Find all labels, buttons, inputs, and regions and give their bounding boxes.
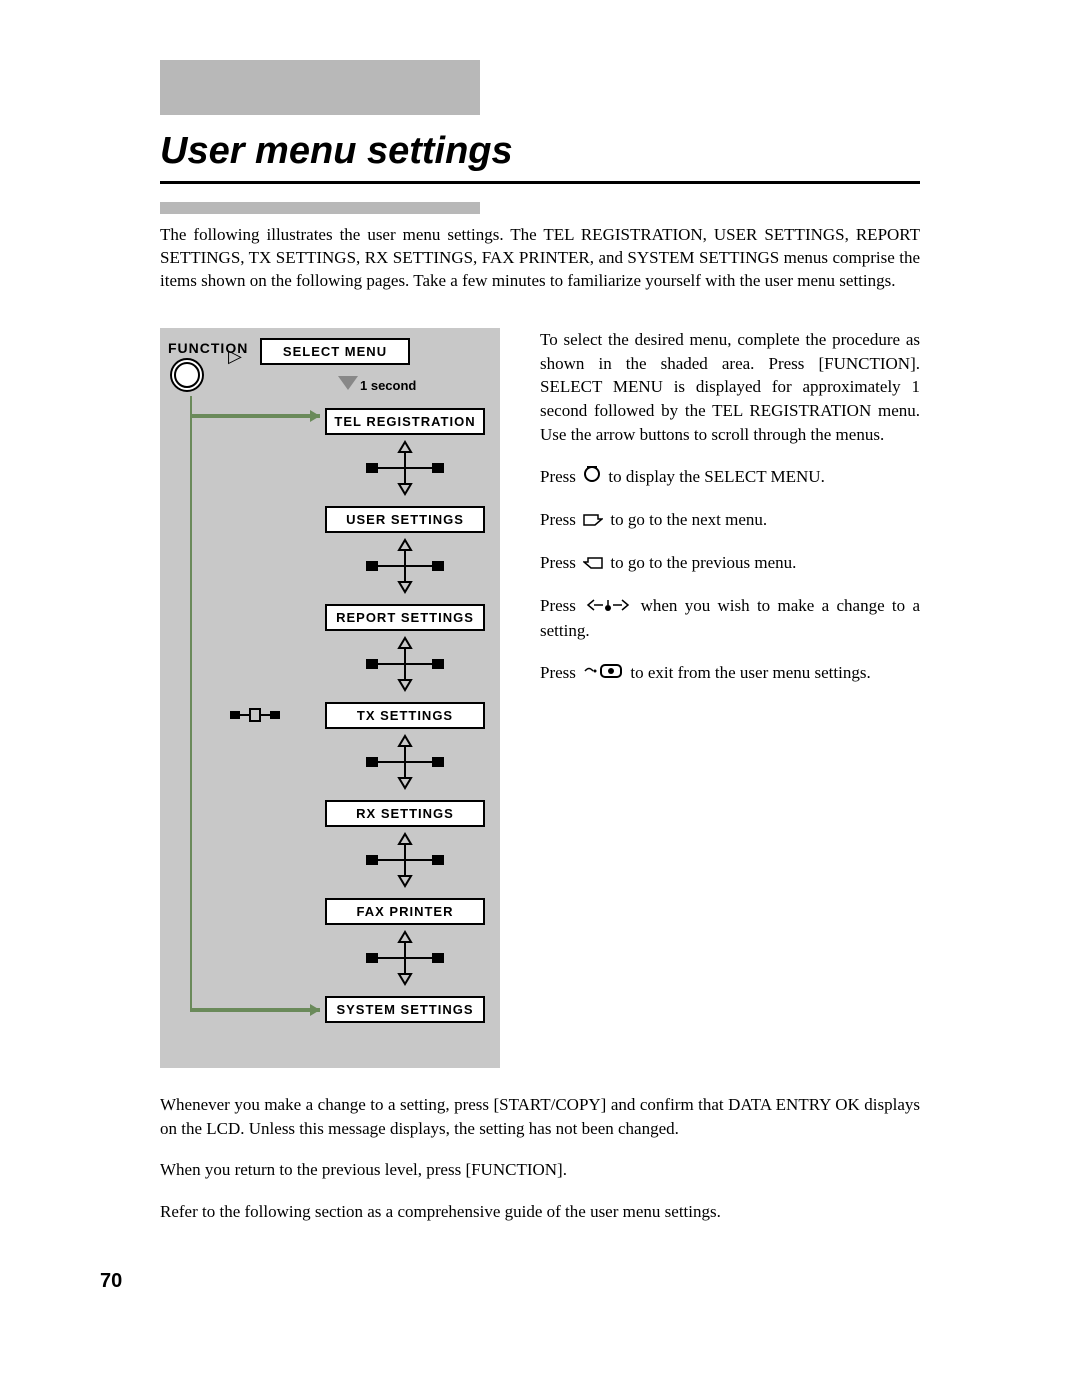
right-p6: Press to exit from the user menu setting… [540,661,920,686]
function-arrow-icon: ▷ [228,346,242,367]
footer-p2: When you return to the previous level, p… [160,1158,920,1182]
connector-3 [365,634,445,694]
menu-box-tx-settings: TX SETTINGS [325,702,485,729]
title-rule [160,181,920,184]
press-label: Press [540,663,576,682]
right-p3-tail: to go to the next menu. [610,510,767,529]
footer-text: Whenever you make a change to a setting,… [160,1093,920,1224]
press-label: Press [540,596,576,615]
intro-paragraph: The following illustrates the user menu … [160,224,920,293]
diagram-column: FUNCTION ▷ SELECT MENU 1 second TEL REGI… [160,328,500,1068]
sub-gray-block [160,202,480,214]
menu-box-report-settings: REPORT SETTINGS [325,604,485,631]
select-menu-box: SELECT MENU [260,338,410,365]
exit-stop-icon [583,662,623,686]
connector-1 [365,438,445,498]
right-text-column: To select the desired menu, complete the… [540,328,920,1068]
right-p3: Press to go to the next menu. [540,508,920,533]
right-p6-tail: to exit from the user menu settings. [630,663,870,682]
connector-6 [365,928,445,988]
side-nav-icon [230,706,280,724]
footer-p3: Refer to the following section as a comp… [160,1200,920,1224]
menu-box-tel-registration: TEL REGISTRATION [325,408,485,435]
function-knob-icon [170,358,204,392]
prev-arrow-icon [583,552,603,576]
footer-p1: Whenever you make a change to a setting,… [160,1093,920,1141]
right-p4: Press to go to the previous menu. [540,551,920,576]
right-p5: Press when you wish to make a change to … [540,594,920,643]
menu-box-user-settings: USER SETTINGS [325,506,485,533]
page-number: 70 [100,1270,122,1293]
right-p2: Press to display the SELECT MENU. [540,465,920,490]
connector-4 [365,732,445,792]
press-label: Press [540,467,576,486]
menu-box-rx-settings: RX SETTINGS [325,800,485,827]
right-p4-tail: to go to the previous menu. [610,553,796,572]
right-p1: To select the desired menu, complete the… [540,328,920,447]
page-title: User menu settings [160,130,920,173]
stop-button-icon [583,465,601,490]
one-second-label: 1 second [360,378,416,393]
menu-box-fax-printer: FAX PRINTER [325,898,485,925]
press-label: Press [540,553,576,572]
right-p2-tail: to display the SELECT MENU. [608,467,824,486]
left-right-select-icon [586,595,630,619]
header-gray-block [160,60,480,115]
down-triangle-icon [338,376,358,390]
press-label: Press [540,510,576,529]
connector-2 [365,536,445,596]
menu-box-system-settings: SYSTEM SETTINGS [325,996,485,1023]
next-arrow-icon [583,509,603,533]
two-column-area: FUNCTION ▷ SELECT MENU 1 second TEL REGI… [160,328,920,1068]
connector-5 [365,830,445,890]
page-content: User menu settings The following illustr… [160,60,920,1242]
menu-flow-diagram: FUNCTION ▷ SELECT MENU 1 second TEL REGI… [160,328,500,1068]
